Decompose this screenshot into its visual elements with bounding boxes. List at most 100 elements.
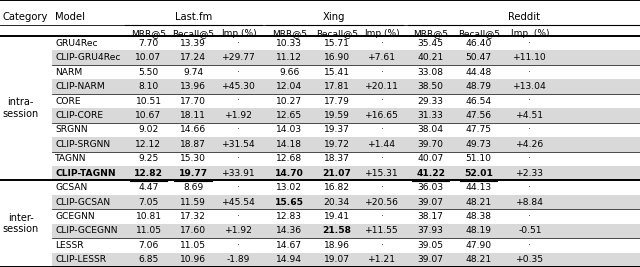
Text: 47.56: 47.56: [466, 111, 492, 120]
Text: 15.30: 15.30: [180, 154, 206, 163]
Text: MRR@5: MRR@5: [413, 29, 448, 38]
Text: 41.22: 41.22: [416, 169, 445, 178]
Text: 6.85: 6.85: [138, 255, 159, 264]
Text: 15.65: 15.65: [275, 198, 304, 207]
Bar: [52, 108, 640, 123]
Text: 16.82: 16.82: [324, 183, 349, 192]
Text: 11.05: 11.05: [180, 241, 206, 250]
Text: CLIP-LESSR: CLIP-LESSR: [55, 255, 106, 264]
Text: 7.05: 7.05: [138, 198, 159, 207]
Text: 5.50: 5.50: [138, 68, 159, 77]
Text: 50.47: 50.47: [466, 53, 492, 62]
Text: 49.73: 49.73: [466, 140, 492, 149]
Text: ·: ·: [529, 39, 531, 48]
Text: 10.67: 10.67: [136, 111, 161, 120]
Text: 17.79: 17.79: [324, 96, 349, 105]
Text: ·: ·: [381, 68, 383, 77]
Text: +29.77: +29.77: [222, 53, 255, 62]
Text: +2.33: +2.33: [516, 169, 544, 178]
Text: 12.68: 12.68: [276, 154, 302, 163]
Text: ·: ·: [237, 212, 240, 221]
Text: 13.96: 13.96: [180, 82, 206, 91]
Text: 10.27: 10.27: [276, 96, 302, 105]
Text: 38.17: 38.17: [418, 212, 444, 221]
Text: 44.48: 44.48: [465, 68, 492, 77]
Text: ·: ·: [529, 154, 531, 163]
Text: 12.12: 12.12: [136, 140, 161, 149]
Text: Reddit: Reddit: [508, 12, 540, 22]
Text: 14.70: 14.70: [275, 169, 304, 178]
Text: 48.21: 48.21: [466, 255, 492, 264]
Text: Last.fm: Last.fm: [175, 12, 212, 22]
Text: 19.72: 19.72: [324, 140, 349, 149]
Text: ·: ·: [237, 183, 240, 192]
Text: 18.96: 18.96: [324, 241, 349, 250]
Text: -1.89: -1.89: [227, 255, 250, 264]
Text: +11.55: +11.55: [365, 226, 399, 235]
Text: 21.07: 21.07: [322, 169, 351, 178]
Text: ·: ·: [237, 125, 240, 134]
Text: 19.07: 19.07: [324, 255, 349, 264]
Text: 47.90: 47.90: [466, 241, 492, 250]
Text: ·: ·: [529, 183, 531, 192]
Text: 40.21: 40.21: [417, 53, 444, 62]
Text: 9.02: 9.02: [138, 125, 159, 134]
Text: ·: ·: [237, 39, 240, 48]
Text: Imp.(%): Imp.(%): [221, 29, 257, 38]
Text: 19.41: 19.41: [324, 212, 349, 221]
Text: +33.91: +33.91: [222, 169, 255, 178]
Text: Category: Category: [3, 12, 48, 22]
Text: CLIP-GCEGNN: CLIP-GCEGNN: [55, 226, 118, 235]
Text: 17.60: 17.60: [180, 226, 206, 235]
Text: 18.37: 18.37: [324, 154, 349, 163]
Text: MRR@5: MRR@5: [131, 29, 166, 38]
Text: inter-
session: inter- session: [3, 213, 39, 234]
Text: 35.45: 35.45: [418, 39, 444, 48]
Bar: [52, 137, 640, 152]
Text: CORE: CORE: [55, 96, 81, 105]
Text: +16.65: +16.65: [365, 111, 399, 120]
Text: 11.12: 11.12: [276, 53, 302, 62]
Text: +20.11: +20.11: [365, 82, 399, 91]
Text: NARM: NARM: [55, 68, 83, 77]
Text: 44.13: 44.13: [466, 183, 492, 192]
Text: Model: Model: [55, 12, 85, 22]
Bar: [52, 253, 640, 267]
Text: 11.59: 11.59: [180, 198, 206, 207]
Text: 14.66: 14.66: [180, 125, 207, 134]
Text: 48.38: 48.38: [466, 212, 492, 221]
Text: 48.21: 48.21: [466, 198, 492, 207]
Text: 14.36: 14.36: [276, 226, 302, 235]
Text: 9.25: 9.25: [138, 154, 159, 163]
Text: ·: ·: [237, 96, 240, 105]
Text: 7.06: 7.06: [138, 241, 159, 250]
Text: 15.41: 15.41: [324, 68, 349, 77]
Text: 47.75: 47.75: [466, 125, 492, 134]
Text: 40.07: 40.07: [417, 154, 444, 163]
Bar: [52, 195, 640, 209]
Text: CLIP-SRGNN: CLIP-SRGNN: [55, 140, 110, 149]
Text: 39.05: 39.05: [418, 241, 444, 250]
Text: ·: ·: [381, 125, 383, 134]
Text: 13.39: 13.39: [180, 39, 206, 48]
Text: ·: ·: [381, 154, 383, 163]
Text: 15.71: 15.71: [324, 39, 349, 48]
Text: 38.04: 38.04: [418, 125, 444, 134]
Text: CLIP-NARM: CLIP-NARM: [55, 82, 105, 91]
Text: LESSR: LESSR: [55, 241, 84, 250]
Text: 14.18: 14.18: [276, 140, 302, 149]
Text: ·: ·: [381, 241, 383, 250]
Text: Xing: Xing: [323, 12, 346, 22]
Text: 20.34: 20.34: [323, 198, 350, 207]
Text: 52.01: 52.01: [464, 169, 493, 178]
Text: +20.56: +20.56: [365, 198, 399, 207]
Text: 21.58: 21.58: [322, 226, 351, 235]
Text: MRR@5: MRR@5: [272, 29, 307, 38]
Text: 12.83: 12.83: [276, 212, 302, 221]
Text: +13.04: +13.04: [513, 82, 547, 91]
Text: 14.03: 14.03: [276, 125, 302, 134]
Text: ·: ·: [529, 96, 531, 105]
Text: 46.40: 46.40: [465, 39, 492, 48]
Text: 39.07: 39.07: [418, 255, 444, 264]
Text: ·: ·: [529, 68, 531, 77]
